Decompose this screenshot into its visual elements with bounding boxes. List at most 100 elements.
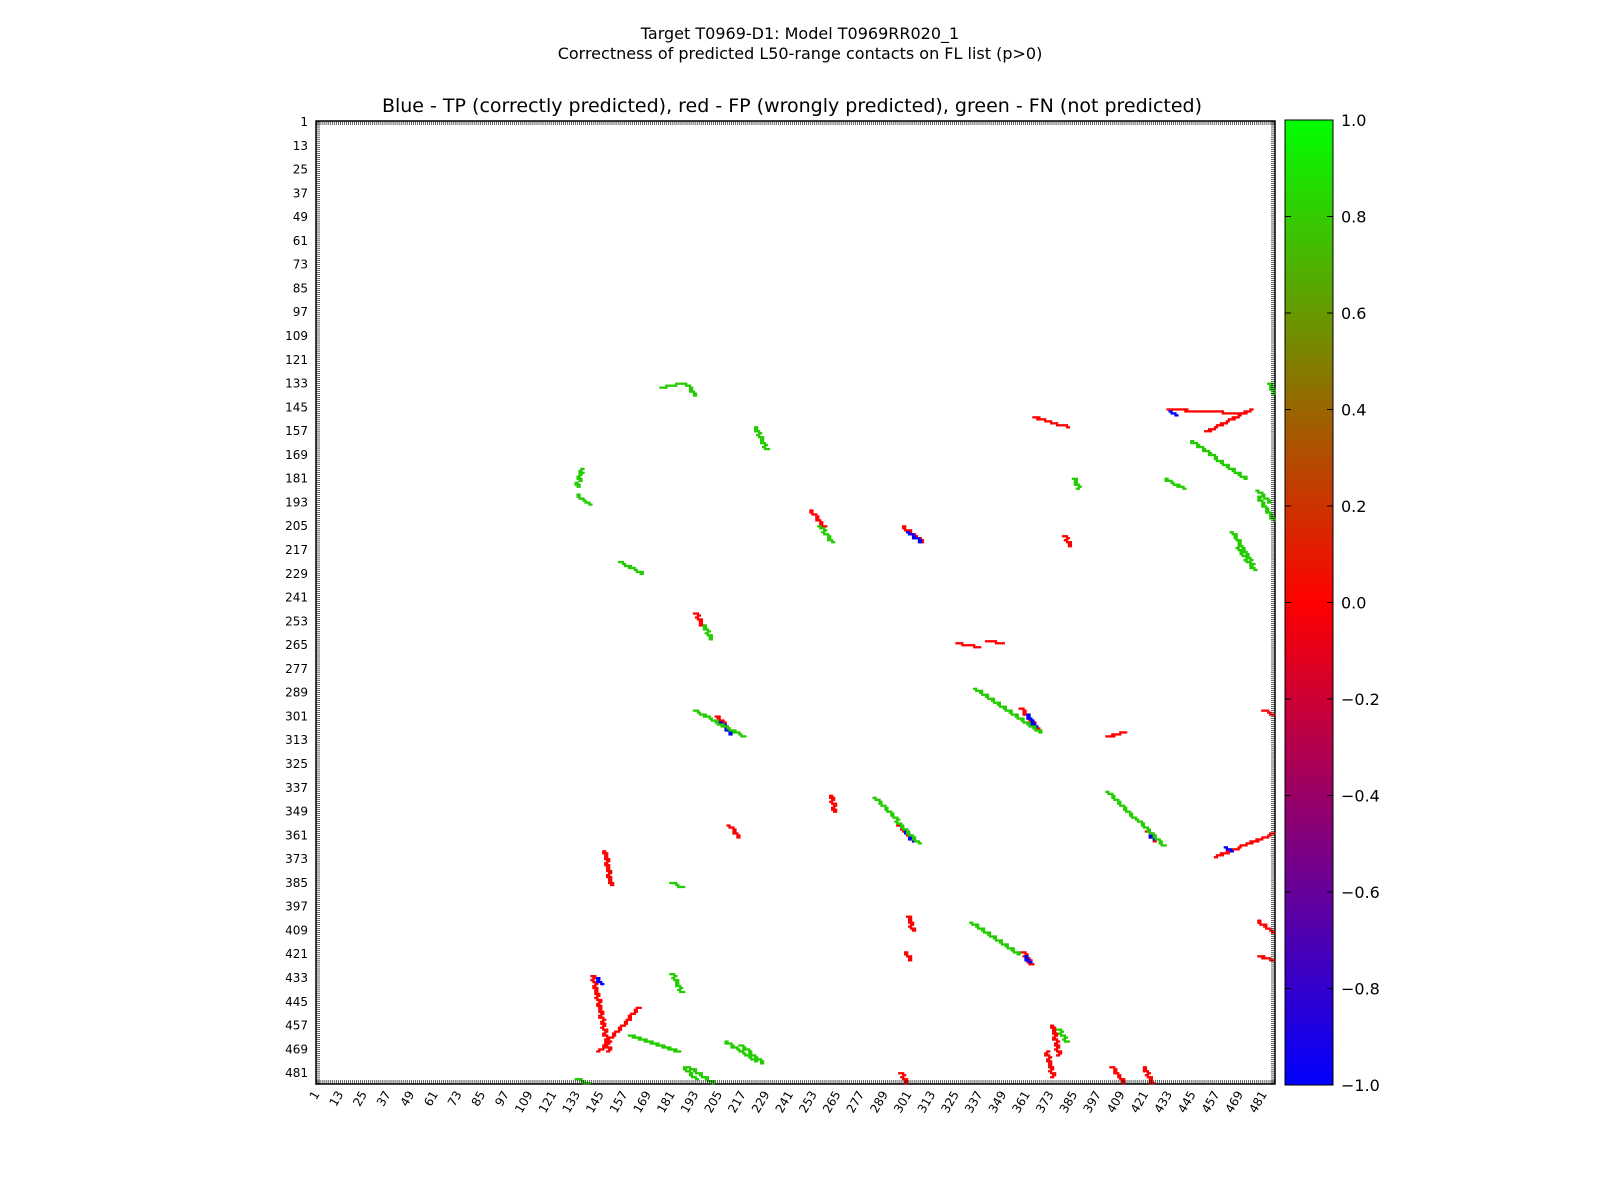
- contact-cell-tp: [598, 978, 601, 982]
- contact-cell-fn: [673, 978, 676, 982]
- contact-cell-fn: [1004, 945, 1007, 948]
- contact-cell-fn: [738, 731, 741, 734]
- contact-cell-fn: [1164, 479, 1167, 482]
- contact-cell-fn: [635, 1036, 638, 1039]
- contact-cell-fp: [1245, 844, 1248, 847]
- contact-cell-fn: [1215, 457, 1219, 461]
- contact-cell-fp: [1113, 733, 1116, 736]
- contact-cell-fp: [606, 1036, 609, 1039]
- contact-cell-fn: [669, 973, 672, 976]
- contact-cell-fn: [744, 1046, 747, 1049]
- contact-cell-fn: [1057, 1032, 1061, 1035]
- contact-cell-fn: [1245, 550, 1248, 554]
- contact-cell-tp: [728, 733, 731, 736]
- contact-cell-fn: [619, 560, 623, 564]
- contact-cell-fp: [907, 917, 911, 920]
- contact-cell-fn: [1034, 729, 1037, 732]
- contact-cell-fn: [576, 495, 579, 498]
- contact-cell-fn: [669, 384, 672, 387]
- contact-cell-fn: [746, 1048, 749, 1051]
- contact-cell-fp: [1024, 711, 1027, 714]
- contact-cell-fp: [1052, 1072, 1055, 1075]
- contact-cell-fp: [834, 804, 838, 807]
- y-tick-label: 25: [293, 163, 308, 177]
- contact-cell-fn: [1018, 951, 1021, 954]
- contact-cell-fp: [594, 975, 597, 978]
- contact-cell-fp: [1052, 1066, 1055, 1069]
- contact-cell-fn: [1245, 552, 1248, 556]
- contact-cell-fn: [1148, 830, 1151, 833]
- contact-cell-fn: [706, 634, 709, 637]
- contact-cell-fp: [1188, 410, 1191, 413]
- contact-cell-tp: [919, 539, 923, 542]
- plot-area: [315, 120, 1276, 1085]
- contact-cell-fp: [1239, 846, 1242, 849]
- contact-cell-fn: [694, 709, 698, 712]
- contact-cell-fp: [1069, 543, 1073, 546]
- contact-cell-fp: [598, 992, 601, 996]
- contact-cell-fp: [1054, 1038, 1057, 1041]
- contact-cell-fp: [1269, 832, 1272, 835]
- contact-cell-fn: [832, 541, 836, 544]
- contact-cell-fn: [621, 562, 625, 566]
- contact-cell-tp: [1024, 957, 1027, 960]
- contact-cell-fn: [1115, 798, 1118, 801]
- contact-cell-fn: [702, 628, 706, 631]
- contact-cell-fn: [586, 501, 589, 504]
- contact-cell-fn: [679, 1050, 682, 1053]
- contact-cell-fn: [874, 796, 877, 799]
- contact-cell-fp: [1050, 1056, 1053, 1059]
- contact-cell-fp: [1265, 836, 1268, 839]
- contact-cell-fn: [756, 430, 759, 433]
- contact-cell-tp: [1030, 721, 1033, 724]
- contact-cell-fp: [998, 642, 1002, 645]
- contact-cell-fp: [1055, 1048, 1059, 1051]
- contact-cell-fn: [1233, 535, 1236, 538]
- contact-cell-fp: [1125, 731, 1128, 734]
- contact-cell-fp: [700, 622, 704, 625]
- contact-cell-fn: [688, 384, 692, 387]
- contact-cell-fp: [831, 798, 834, 801]
- contact-cell-fn: [1071, 477, 1075, 480]
- contact-cell-fp: [1237, 414, 1240, 417]
- contact-cell-fp: [698, 614, 702, 617]
- contact-cell-fn: [758, 432, 761, 435]
- contact-cell-fn: [1065, 1040, 1069, 1043]
- contact-cell-fn: [744, 1052, 747, 1055]
- contact-cell-fn: [882, 804, 885, 807]
- contact-cell-tp: [907, 836, 911, 839]
- contact-cell-fn: [732, 1044, 735, 1047]
- contact-cell-fn: [1166, 479, 1169, 482]
- contact-cell-fp: [1146, 1070, 1150, 1073]
- contact-cell-fp: [1265, 957, 1268, 960]
- contact-cell-fn: [1231, 469, 1234, 473]
- contact-cell-fn: [1125, 808, 1128, 811]
- contact-cell-fp: [1267, 709, 1270, 712]
- contact-cell-fp: [1111, 735, 1114, 738]
- contact-cell-fn: [994, 935, 998, 938]
- contact-cell-fp: [831, 808, 834, 811]
- contact-cell-fn: [665, 386, 668, 389]
- contact-cell-fp: [608, 871, 611, 875]
- contact-cell-fp: [604, 1018, 607, 1021]
- contact-cell-fp: [1215, 854, 1219, 857]
- contact-cell-fp: [1117, 1074, 1120, 1077]
- x-tick-label: 37: [374, 1089, 394, 1109]
- contact-cell-fn: [683, 990, 686, 994]
- contact-cell-fn: [1128, 814, 1132, 817]
- contact-cell-fn: [696, 1072, 700, 1075]
- contact-cell-fp: [994, 640, 998, 643]
- contact-cell-fp: [596, 1002, 599, 1006]
- contact-cell-fn: [1247, 556, 1250, 560]
- contact-cell-tp: [1170, 410, 1173, 413]
- contact-cell-fp: [1269, 957, 1272, 960]
- contact-cell-fp: [1249, 840, 1252, 843]
- contact-cell-fn: [1111, 794, 1114, 797]
- contact-cell-fn: [979, 691, 982, 694]
- contact-cell-fp: [611, 1036, 615, 1039]
- contact-cell-fn: [651, 1042, 654, 1045]
- contact-cell-fp: [1055, 1034, 1059, 1037]
- contact-cell-tp: [1150, 836, 1153, 839]
- contact-cell-fp: [1057, 1046, 1061, 1049]
- contact-cell-fp: [610, 875, 613, 879]
